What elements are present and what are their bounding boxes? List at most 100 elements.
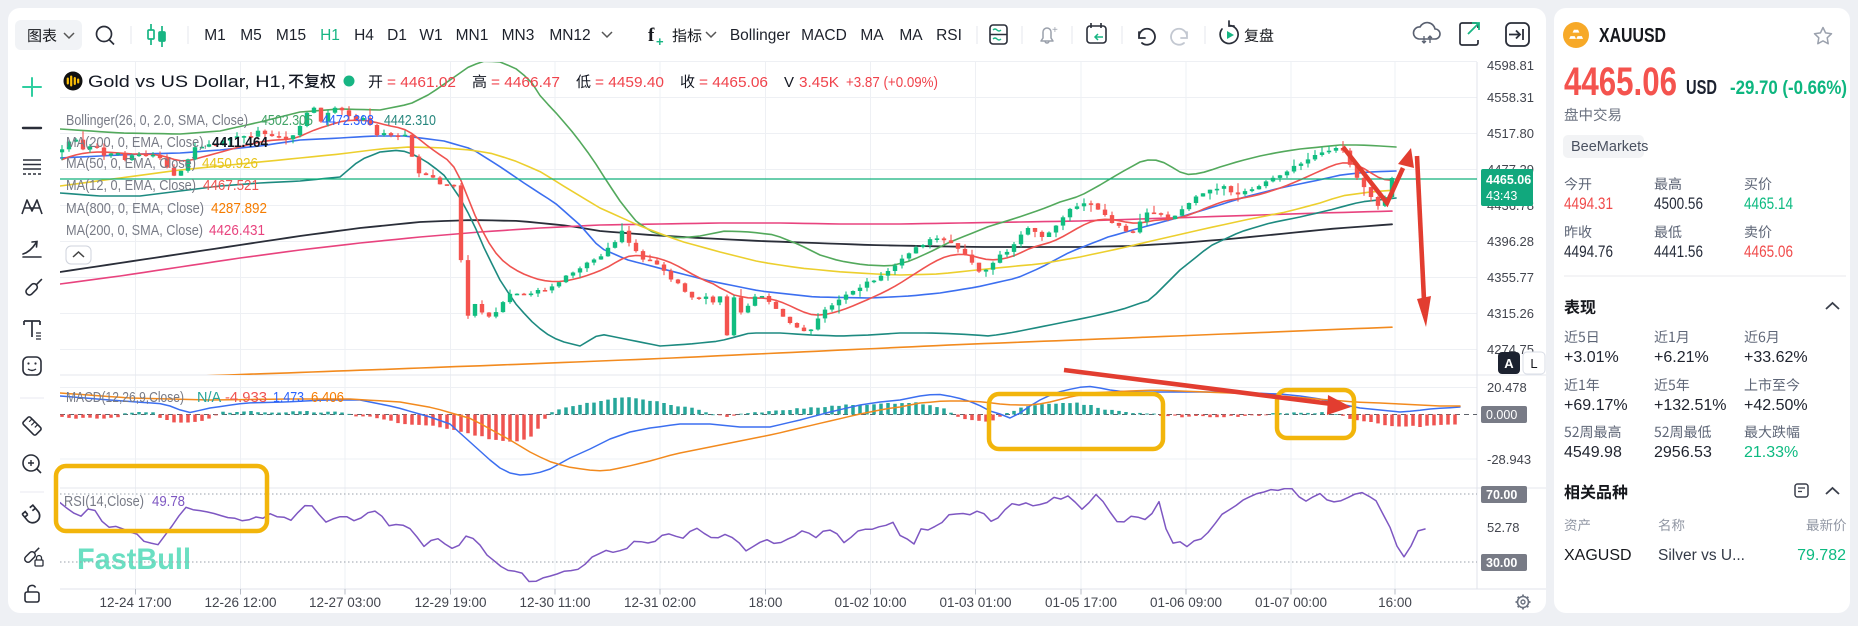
svg-text:Bollinger: Bollinger (730, 27, 790, 44)
svg-text:4465.14: 4465.14 (1744, 194, 1793, 213)
svg-text:H4: H4 (354, 27, 374, 44)
svg-text:MA(200, 0, EMA, Close),: MA(200, 0, EMA, Close), (66, 134, 207, 151)
svg-text:4549.98: 4549.98 (1564, 444, 1622, 461)
svg-text:52.78: 52.78 (1487, 520, 1520, 535)
svg-text:-28.943: -28.943 (1487, 452, 1531, 467)
svg-text:+42.50%: +42.50% (1744, 397, 1808, 414)
svg-text:4517.80: 4517.80 (1487, 126, 1534, 141)
svg-text:43:43: 43:43 (1486, 189, 1517, 203)
svg-text:4465.06: 4465.06 (1486, 173, 1531, 187)
svg-text:+69.17%: +69.17% (1564, 397, 1628, 414)
svg-text:MA(50, 0, EMA, Close): MA(50, 0, EMA, Close) (66, 155, 196, 172)
svg-text:Silver vs U...: Silver vs U... (1658, 547, 1745, 564)
svg-text:4558.31: 4558.31 (1487, 90, 1534, 105)
svg-text:49.78: 49.78 (152, 494, 185, 510)
svg-text:01-07 00:00: 01-07 00:00 (1255, 595, 1327, 610)
svg-text:N/A: N/A (197, 390, 222, 406)
svg-text:RSI(14,Close): RSI(14,Close) (64, 494, 144, 510)
svg-text:M15: M15 (276, 27, 306, 44)
svg-text:4441.56: 4441.56 (1654, 242, 1703, 261)
svg-text:f: f (648, 25, 655, 46)
svg-text:2956.53: 2956.53 (1654, 444, 1712, 461)
svg-text:MA: MA (899, 27, 923, 44)
svg-text:Gold vs US Dollar, H1,: Gold vs US Dollar, H1, (88, 73, 286, 91)
svg-text:-29.70 (-0.66%): -29.70 (-0.66%) (1730, 78, 1847, 99)
svg-text:79.782: 79.782 (1797, 547, 1846, 564)
svg-text:12-26 12:00: 12-26 12:00 (204, 595, 276, 610)
svg-text:01-02 10:00: 01-02 10:00 (834, 595, 906, 610)
svg-text:M5: M5 (240, 27, 262, 44)
svg-text:RSI: RSI (936, 27, 962, 44)
svg-text:XAUUSD: XAUUSD (1599, 25, 1666, 47)
svg-text:+3.87 (+0.09%): +3.87 (+0.09%) (846, 74, 938, 91)
svg-text:3.45K: 3.45K (799, 74, 839, 91)
svg-text:+6.21%: +6.21% (1654, 349, 1709, 366)
svg-text:4315.26: 4315.26 (1487, 306, 1534, 321)
svg-text:MN12: MN12 (549, 27, 590, 44)
svg-text:+: + (656, 34, 664, 49)
svg-text:12-27 03:00: 12-27 03:00 (309, 595, 381, 610)
svg-text:MACD(12,26,9,Close): MACD(12,26,9,Close) (66, 390, 184, 406)
svg-text:4396.28: 4396.28 (1487, 234, 1534, 249)
svg-text:4355.77: 4355.77 (1487, 270, 1534, 285)
svg-text:01-03 01:00: 01-03 01:00 (939, 595, 1011, 610)
svg-text:W1: W1 (419, 27, 442, 44)
svg-text:18:00: 18:00 (749, 595, 783, 610)
svg-text:4465.06: 4465.06 (1564, 60, 1677, 104)
svg-text:= 4459.40: = 4459.40 (595, 74, 664, 91)
svg-text:-4.933: -4.933 (225, 390, 267, 406)
svg-text:= 4465.06: = 4465.06 (699, 74, 768, 91)
svg-text:4472.308: 4472.308 (322, 112, 374, 129)
svg-text:01-06 09:00: 01-06 09:00 (1150, 595, 1222, 610)
svg-text:4494.31: 4494.31 (1564, 194, 1613, 213)
svg-text:4494.76: 4494.76 (1564, 242, 1613, 261)
svg-text:4465.06: 4465.06 (1744, 242, 1793, 261)
svg-text:MACD: MACD (801, 27, 847, 44)
svg-text:BeeMarkets: BeeMarkets (1571, 139, 1648, 155)
svg-text:H1: H1 (320, 27, 340, 44)
svg-text:30.00: 30.00 (1486, 556, 1517, 570)
svg-text:D1: D1 (387, 27, 407, 44)
svg-text:4287.892: 4287.892 (211, 200, 267, 217)
svg-text:0.000: 0.000 (1486, 408, 1517, 422)
svg-text:21.33%: 21.33% (1744, 444, 1798, 461)
svg-text:+3.01%: +3.01% (1564, 349, 1619, 366)
svg-text:= 4466.47: = 4466.47 (491, 74, 560, 91)
svg-text:12-31 02:00: 12-31 02:00 (624, 595, 696, 610)
svg-text:20.478: 20.478 (1487, 380, 1527, 395)
svg-text:1.473: 1.473 (273, 390, 304, 406)
svg-text:+33.62%: +33.62% (1744, 349, 1808, 366)
svg-text:12-24 17:00: 12-24 17:00 (99, 595, 171, 610)
svg-text:M1: M1 (204, 27, 226, 44)
svg-text:MA: MA (860, 27, 884, 44)
svg-text:MA(800, 0, EMA, Close): MA(800, 0, EMA, Close) (66, 200, 204, 217)
svg-text:4274.75: 4274.75 (1487, 342, 1534, 357)
svg-text:L: L (1530, 356, 1537, 371)
svg-text:6.406: 6.406 (311, 390, 344, 406)
svg-text:FastBull: FastBull (77, 543, 191, 576)
svg-text:4450.926: 4450.926 (202, 155, 258, 172)
svg-text:A: A (1504, 356, 1514, 371)
svg-text:+132.51%: +132.51% (1654, 397, 1727, 414)
svg-text:V: V (784, 74, 794, 91)
svg-text:MA(12, 0, EMA, Close): MA(12, 0, EMA, Close) (66, 177, 196, 194)
svg-text:Bollinger(26, 0, 2.0, SMA, Clo: Bollinger(26, 0, 2.0, SMA, Close) (66, 112, 248, 129)
svg-text:USD: USD (1686, 77, 1717, 99)
svg-text:16:00: 16:00 (1378, 595, 1412, 610)
svg-text:4442.310: 4442.310 (384, 112, 436, 129)
svg-text:XAGUSD: XAGUSD (1564, 547, 1632, 564)
svg-text:= 4461.02: = 4461.02 (387, 74, 456, 91)
svg-text:4502.305: 4502.305 (261, 112, 313, 129)
svg-text:MA(200, 0, SMA, Close): MA(200, 0, SMA, Close) (66, 222, 203, 239)
svg-text:01-05 17:00: 01-05 17:00 (1045, 595, 1117, 610)
svg-text:4598.81: 4598.81 (1487, 58, 1534, 73)
svg-text:4467.521: 4467.521 (203, 177, 259, 194)
svg-text:12-30 11:00: 12-30 11:00 (519, 595, 590, 610)
svg-text:MN1: MN1 (456, 27, 489, 44)
svg-text:12-29 19:00: 12-29 19:00 (414, 595, 486, 610)
svg-text:4426.431: 4426.431 (209, 222, 265, 239)
svg-text:+: + (1052, 25, 1058, 36)
svg-text:4411.464: 4411.464 (212, 134, 269, 151)
svg-text:4500.56: 4500.56 (1654, 194, 1703, 213)
svg-text:70.00: 70.00 (1486, 488, 1517, 502)
